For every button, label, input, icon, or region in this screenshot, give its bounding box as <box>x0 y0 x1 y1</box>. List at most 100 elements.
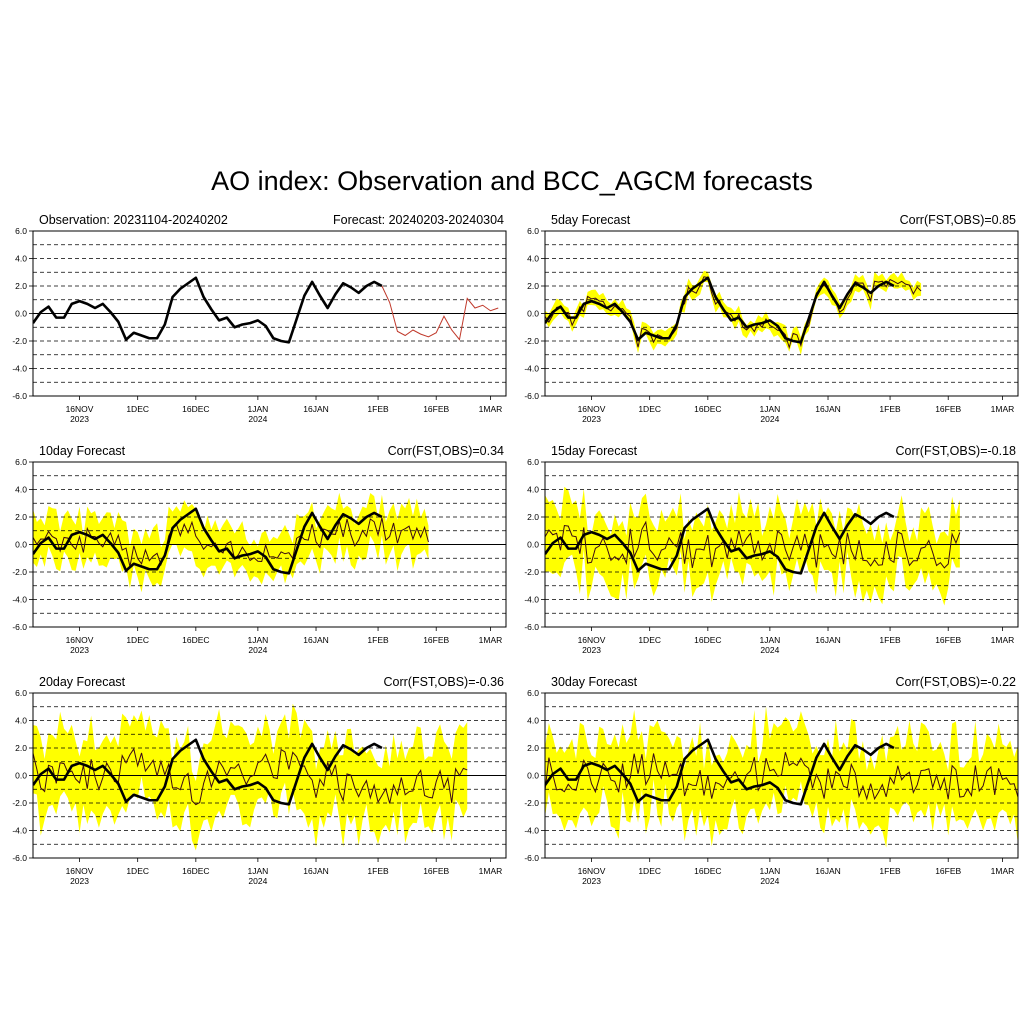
y-tick-label: 0.0 <box>527 540 539 550</box>
y-tick-label: 2.0 <box>15 743 27 753</box>
x-tick-year-label: 2023 <box>70 876 89 886</box>
x-tick-year-label: 2023 <box>70 645 89 655</box>
x-tick-label: 1JAN <box>759 635 780 645</box>
observation-line <box>33 507 383 575</box>
panel-left-title: Observation: 20231104-20240202 <box>39 213 228 227</box>
y-tick-label: -2.0 <box>12 567 27 577</box>
x-tick-label: 16JAN <box>815 404 841 414</box>
x-tick-label: 16NOV <box>66 635 94 645</box>
y-tick-label: -6.0 <box>524 622 539 632</box>
observation-line <box>33 738 383 806</box>
x-tick-label: 1DEC <box>638 404 661 414</box>
x-tick-label: 16NOV <box>66 404 94 414</box>
observation-line <box>545 738 895 806</box>
panel-left-title: 30day Forecast <box>551 675 638 689</box>
spread-band <box>545 270 922 355</box>
y-tick-label: 4.0 <box>15 716 27 726</box>
y-tick-label: 6.0 <box>527 457 539 467</box>
x-tick-label: 1DEC <box>126 404 149 414</box>
y-tick-label: 0.0 <box>15 771 27 781</box>
plot-area <box>33 244 506 383</box>
y-tick-label: -4.0 <box>524 595 539 605</box>
observation-line <box>33 276 383 344</box>
y-tick-label: 4.0 <box>527 485 539 495</box>
y-tick-label: 4.0 <box>15 254 27 264</box>
panel-right-title: Forecast: 20240203-20240304 <box>333 213 504 227</box>
x-tick-label: 1JAN <box>759 404 780 414</box>
y-tick-label: 4.0 <box>15 485 27 495</box>
x-tick-label: 16NOV <box>578 866 606 876</box>
x-tick-label: 1DEC <box>126 866 149 876</box>
x-tick-label: 16FEB <box>423 866 449 876</box>
x-tick-label: 1MAR <box>479 866 503 876</box>
x-tick-label: 1MAR <box>991 635 1015 645</box>
x-tick-year-label: 2024 <box>760 414 779 424</box>
plot-area <box>33 475 506 614</box>
y-tick-label: -2.0 <box>524 567 539 577</box>
x-tick-year-label: 2023 <box>582 876 601 886</box>
y-tick-label: 0.0 <box>527 771 539 781</box>
x-tick-label: 16DEC <box>694 404 721 414</box>
y-tick-label: -6.0 <box>12 622 27 632</box>
spread-band <box>545 486 960 606</box>
y-tick-label: 2.0 <box>527 512 539 522</box>
x-tick-year-label: 2024 <box>760 645 779 655</box>
panel-right-title: Corr(FST,OBS)=-0.18 <box>895 444 1016 458</box>
y-tick-label: -2.0 <box>524 336 539 346</box>
x-tick-label: 1FEB <box>367 404 389 414</box>
y-tick-label: 2.0 <box>15 512 27 522</box>
y-tick-label: 6.0 <box>527 226 539 236</box>
x-tick-label: 1FEB <box>879 635 901 645</box>
x-tick-label: 1JAN <box>247 635 268 645</box>
x-tick-label: 16JAN <box>303 866 329 876</box>
x-tick-label: 16JAN <box>303 635 329 645</box>
x-tick-year-label: 2024 <box>248 414 267 424</box>
y-tick-label: 4.0 <box>527 254 539 264</box>
x-tick-year-label: 2023 <box>582 414 601 424</box>
x-tick-label: 16FEB <box>423 635 449 645</box>
x-tick-label: 16NOV <box>578 404 606 414</box>
y-tick-label: -2.0 <box>12 798 27 808</box>
x-tick-label: 16DEC <box>182 635 209 645</box>
forecast-line <box>545 752 1018 801</box>
x-tick-label: 1MAR <box>991 404 1015 414</box>
y-tick-label: -4.0 <box>524 826 539 836</box>
forecast-line <box>33 517 429 567</box>
x-tick-year-label: 2024 <box>760 876 779 886</box>
x-tick-label: 1FEB <box>367 635 389 645</box>
forecast-line <box>545 520 961 569</box>
y-tick-label: -2.0 <box>12 336 27 346</box>
x-tick-label: 16JAN <box>303 404 329 414</box>
x-tick-label: 1MAR <box>991 866 1015 876</box>
y-tick-label: -6.0 <box>524 391 539 401</box>
panel-left-title: 15day Forecast <box>551 444 638 458</box>
y-tick-label: -6.0 <box>12 391 27 401</box>
x-tick-label: 1DEC <box>638 635 661 645</box>
x-tick-year-label: 2023 <box>582 645 601 655</box>
x-tick-label: 16FEB <box>935 635 961 645</box>
y-tick-label: -4.0 <box>12 364 27 374</box>
x-tick-label: 1MAR <box>479 635 503 645</box>
observation-line <box>545 507 895 575</box>
x-tick-label: 1JAN <box>247 404 268 414</box>
forecast-period-line <box>381 285 499 341</box>
y-tick-label: -4.0 <box>12 595 27 605</box>
y-tick-label: 6.0 <box>15 688 27 698</box>
plot-area <box>545 475 1018 614</box>
spread-band <box>545 706 1018 848</box>
panel-right-title: Corr(FST,OBS)=0.85 <box>900 213 1016 227</box>
x-tick-label: 1FEB <box>879 866 901 876</box>
x-tick-label: 16JAN <box>815 866 841 876</box>
x-tick-year-label: 2023 <box>70 414 89 424</box>
x-tick-label: 16DEC <box>694 635 721 645</box>
plot-area <box>545 244 1018 383</box>
x-tick-label: 16JAN <box>815 635 841 645</box>
x-tick-label: 1DEC <box>126 635 149 645</box>
x-tick-label: 16DEC <box>694 866 721 876</box>
